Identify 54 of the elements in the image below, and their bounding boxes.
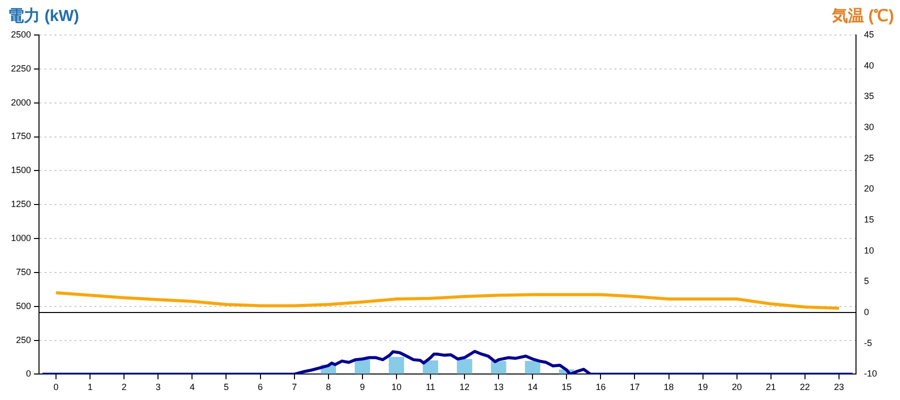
y2-tick-label: 15 [864,214,874,225]
y2-tick-label: 10 [864,245,874,256]
x-tick-label: 18 [664,382,674,392]
x-tick-label: 9 [360,382,365,392]
y-axis-title: 電力 (kW) [8,6,80,27]
y-tick-label: 1250 [10,199,32,210]
x-tick-label: 1 [88,382,93,392]
x-tick-label: 22 [800,382,810,392]
y2-axis-title: 気温 (℃) [832,6,894,27]
y2-tick-label: 30 [864,122,874,132]
x-tick-label: 7 [292,382,297,392]
x-tick-label: 21 [766,382,776,392]
y2-tick-label: -10 [864,368,878,379]
bar [388,356,404,374]
y-tick-label: 0 [26,368,32,379]
x-tick-label: 11 [426,382,436,392]
x-tick-label: 14 [528,382,538,392]
x-tick-label: 12 [460,382,470,392]
y-tick-label: 1500 [10,165,32,176]
x-tick-label: 19 [698,382,708,392]
y2-tick-label: -5 [864,338,872,348]
x-tick-label: 8 [326,382,331,392]
x-tick-label: 15 [562,382,572,392]
y2-tick-label: 35 [864,91,874,102]
x-tick-label: 0 [54,382,59,392]
x-tick-label: 23 [834,382,844,392]
y2-tick-label: 40 [864,60,874,70]
x-tick-label: 17 [630,382,640,392]
y-tick-label: 500 [16,300,32,311]
y2-tick-label: 5 [864,276,870,286]
y-tick-label: 2500 [10,29,32,40]
y-tick-label: 1750 [10,131,32,142]
y2-tick-label: 0 [864,307,870,318]
x-tick-label: 5 [224,382,229,392]
y-tick-label: 2250 [10,63,32,74]
y-tick-label: 750 [16,266,32,277]
y-tick-label: 1000 [10,233,32,244]
x-tick-label: 2 [122,382,127,392]
y2-tick-label: 45 [864,29,874,40]
x-tick-label: 6 [258,382,263,392]
bar [490,361,506,374]
x-tick-label: 3 [156,382,161,392]
y2-tick-label: 25 [864,152,874,163]
x-tick-label: 13 [494,382,504,392]
bar [456,359,472,374]
x-tick-label: 4 [190,382,195,392]
x-tick-label: 16 [596,382,606,392]
bar [524,361,540,374]
y-tick-label: 250 [16,334,32,345]
x-tick-label: 10 [391,382,402,392]
bar [354,360,370,374]
y-tick-label: 2000 [10,97,32,108]
x-tick-label: 20 [732,382,742,392]
y2-tick-label: 20 [864,184,874,194]
